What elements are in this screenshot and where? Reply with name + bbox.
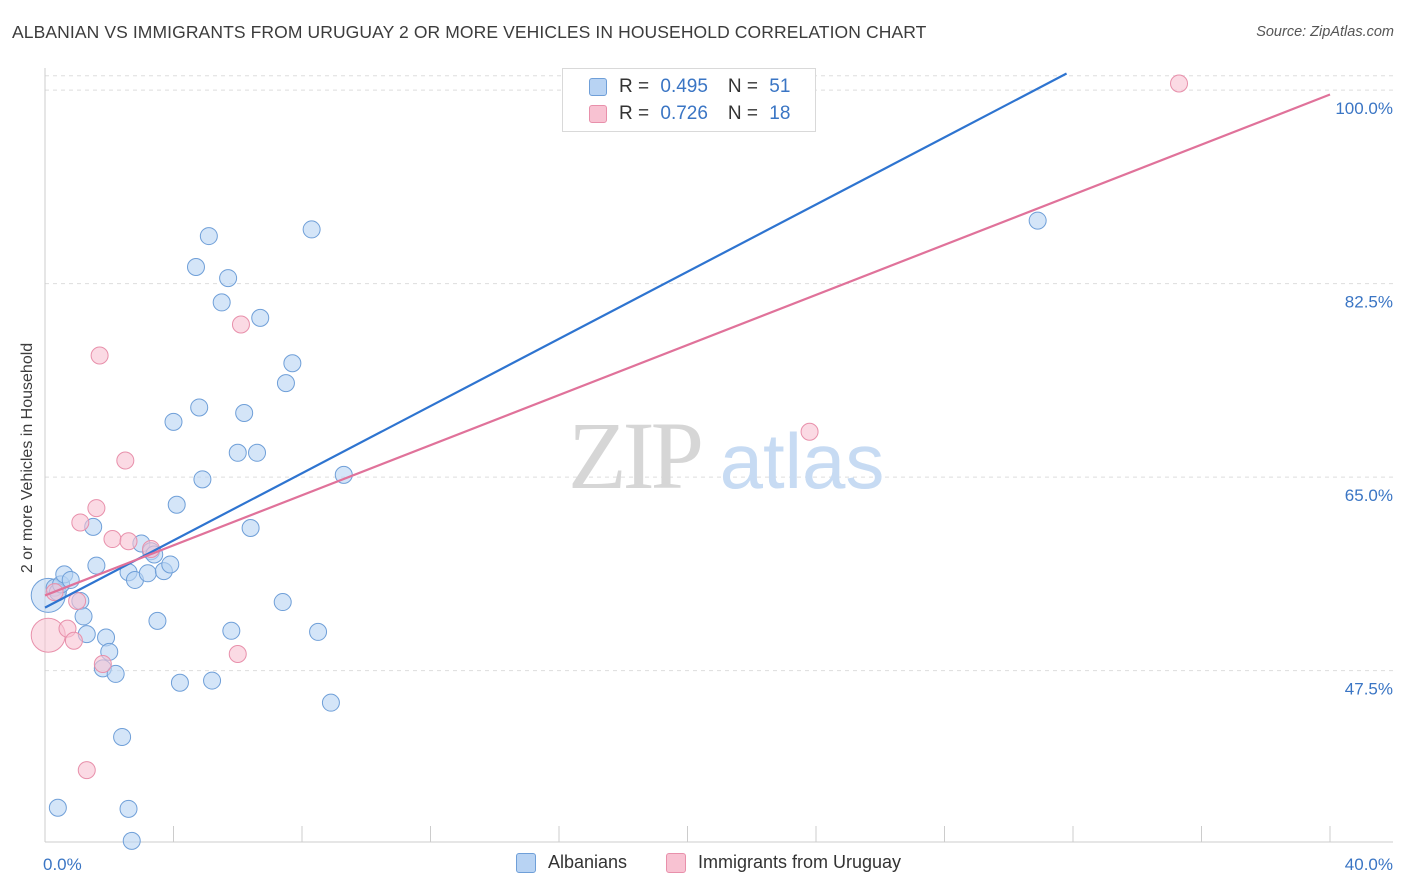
legend-row-albanians: R = 0.495 N = 51 [589,76,790,98]
point-albanians [276,374,295,393]
point-albanians [321,693,340,712]
point-albanians [113,727,132,746]
point-albanians [167,495,186,514]
point-albanians [273,593,292,612]
point-albanians [87,556,106,575]
point-albanians [164,412,183,431]
axis-layer [44,68,1393,843]
point-albanians [122,831,141,850]
point-uruguay [77,761,96,780]
point-uruguay [87,499,106,518]
point-uruguay [30,617,66,653]
point-uruguay [1170,74,1189,93]
legend-swatch-blue [589,78,607,96]
legend-swatch-pink [666,852,686,873]
point-uruguay [103,530,122,549]
legend-r-value: 0.495 [660,76,708,97]
point-albanians [309,622,328,641]
point-albanians [170,673,189,692]
point-albanians [148,611,167,630]
point-uruguay [116,451,135,470]
legend-r-label: R = [619,103,655,124]
point-albanians [302,220,321,239]
point-albanians [283,354,302,373]
point-uruguay [800,422,819,441]
chart-title: ALBANIAN VS IMMIGRANTS FROM URUGUAY 2 OR… [12,22,927,42]
legend-n-label: N = [727,103,764,124]
legend-r-value: 0.726 [660,103,708,124]
legend-label-uruguay: Immigrants from Uruguay [698,852,902,872]
tick-labels: 47.5% 65.0% 82.5% 100.0% 0.0% 40.0% [43,99,1393,874]
point-uruguay [71,513,90,532]
point-uruguay [68,591,87,610]
legend-n-label: N = [727,76,764,97]
point-albanians [235,403,254,422]
point-albanians [190,398,209,417]
point-albanians [186,258,205,277]
y-tick-label: 100.0% [1335,99,1393,118]
point-albanians [106,664,125,683]
grid-layer [45,75,1393,672]
legend-series: Albanians Immigrants from Uruguay [0,852,1406,878]
legend-item-uruguay[interactable]: Immigrants from Uruguay [666,852,901,873]
x-tick-label: 40.0% [1345,855,1393,874]
point-albanians [212,293,231,312]
y-axis-label: 2 or more Vehicles in Household [19,342,36,574]
point-albanians [199,227,218,246]
y-tick-label: 47.5% [1345,680,1393,699]
watermark-zip: ZIP [568,402,701,509]
legend-label-albanians: Albanians [548,852,628,872]
point-albanians [228,443,247,462]
x-tick-label: 0.0% [43,855,82,874]
point-albanians [193,470,212,489]
point-albanians [248,443,267,462]
point-uruguay [119,532,138,551]
legend-row-uruguay: R = 0.726 N = 18 [589,103,790,125]
point-albanians [203,671,222,690]
point-uruguay [64,631,83,650]
legend-n-value: 18 [769,103,791,124]
point-uruguay [93,654,112,673]
source-label: Source: ZipAtlas.com [1256,24,1394,40]
legend-r-label: R = [619,76,655,97]
point-albanians [74,607,93,626]
legend-item-albanians[interactable]: Albanians [516,852,627,873]
legend-stats: R = 0.495 N = 51 R = 0.726 N = 18 [562,68,816,132]
y-tick-label: 82.5% [1345,293,1393,312]
trend-line-uruguay [44,93,1331,597]
trend-layer [44,72,1331,609]
point-uruguay [231,315,250,334]
point-albanians [48,798,67,817]
trend-line-albanians [44,72,1068,609]
point-uruguay [228,645,247,664]
point-albanians [241,518,260,537]
point-albanians [138,564,157,583]
legend-swatch-blue [516,852,536,873]
point-albanians [222,621,241,640]
point-albanians [1028,211,1047,230]
point-albanians [161,555,180,574]
point-albanians [251,308,270,327]
point-albanians [119,799,138,818]
point-uruguay [90,346,109,365]
legend-n-value: 51 [769,76,791,97]
legend-swatch-pink [589,105,607,123]
y-tick-label: 65.0% [1345,486,1393,505]
point-albanians [219,269,238,288]
watermark: ZIP atlas [568,402,884,509]
